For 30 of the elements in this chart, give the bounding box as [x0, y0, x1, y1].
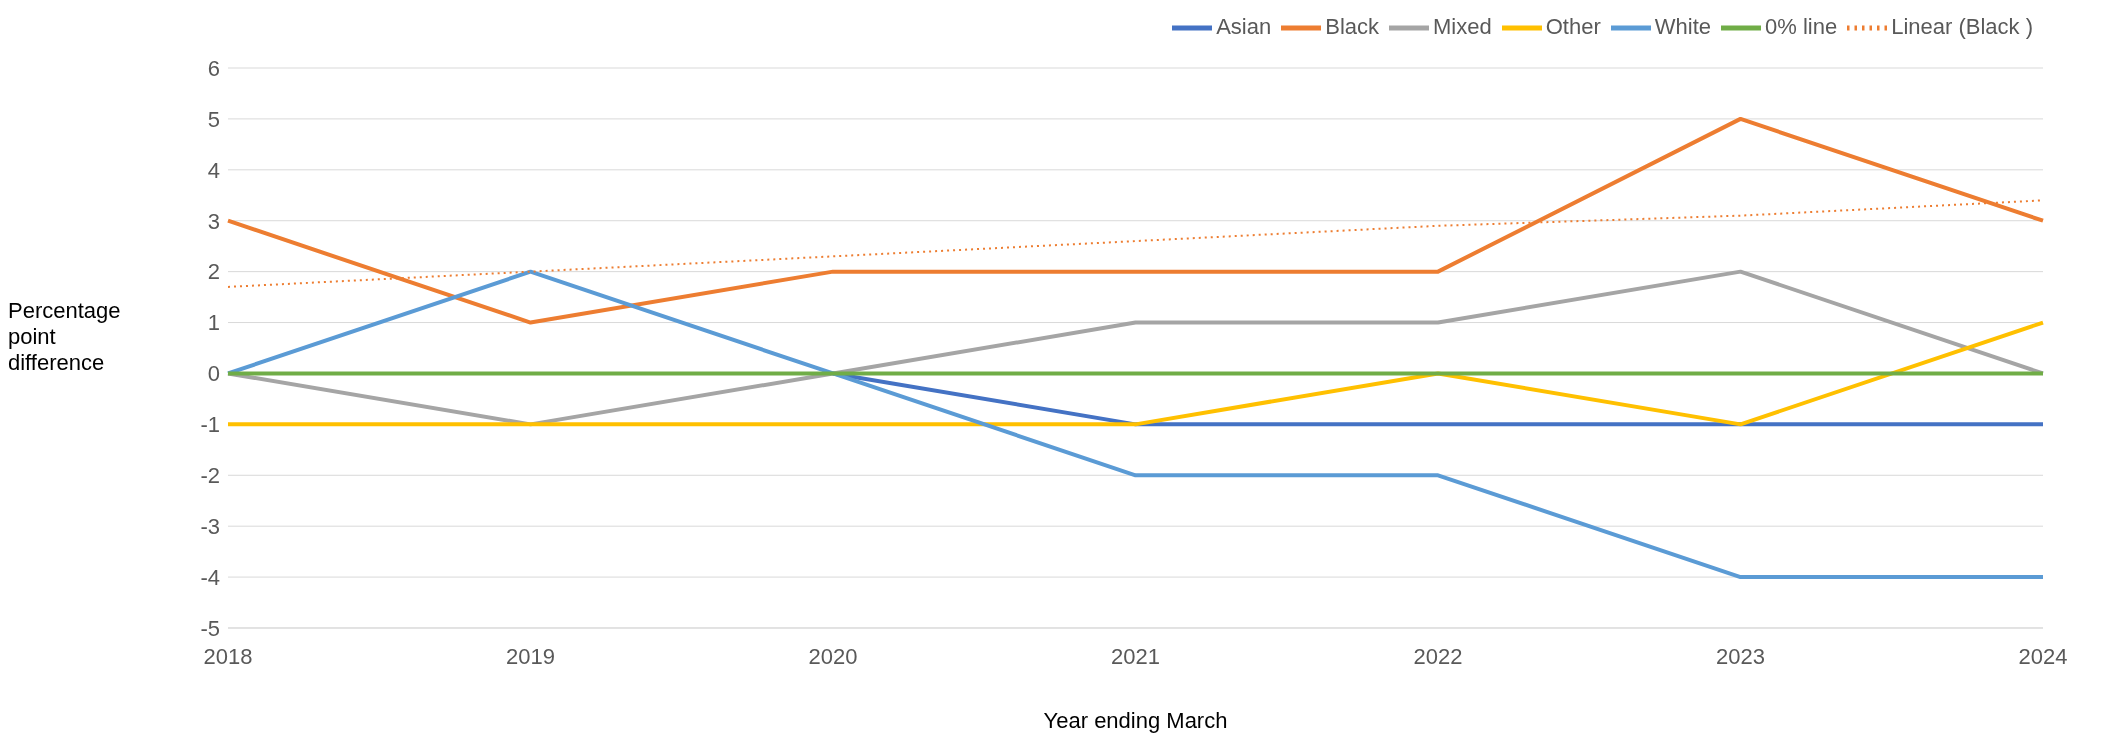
x-tick-label: 2018: [203, 643, 253, 669]
y-axis-title: Percentage point difference: [8, 298, 122, 376]
legend-label: Black: [1325, 13, 1380, 39]
y-tick-label: 0: [207, 361, 220, 387]
line-series: [226, 116, 2045, 325]
legend-label: Linear (Black ): [1891, 13, 2033, 39]
y-tick-label: -3: [200, 513, 220, 539]
y-tick-label: 5: [207, 106, 220, 132]
y-tick-label: 1: [207, 310, 220, 336]
y-tick-label: 6: [207, 55, 220, 81]
y-tick-label: -4: [200, 564, 220, 590]
x-tick-label: 2020: [808, 643, 858, 669]
x-tick-label: 2024: [2018, 643, 2068, 669]
x-tick-label: 2022: [1413, 643, 1463, 669]
legend-label: 0% line: [1765, 13, 1838, 39]
y-tick-label: -1: [200, 412, 220, 438]
legend-label: Asian: [1216, 13, 1272, 39]
legend-label: Mixed: [1433, 13, 1492, 39]
y-tick-label: 3: [207, 208, 220, 234]
legend-label: White: [1654, 13, 1711, 39]
x-tick-label: 2019: [506, 643, 555, 669]
line-series: [226, 269, 2045, 580]
x-axis-title: Year ending March: [1043, 708, 1228, 733]
x-tick-label: 2023: [1716, 643, 1765, 669]
y-tick-label: -2: [200, 463, 220, 489]
y-tick-label: 2: [207, 259, 220, 285]
x-tick-label: 2021: [1111, 643, 1160, 669]
y-tick-label: 4: [207, 157, 220, 183]
y-tick-label: -5: [200, 615, 220, 641]
legend-label: Other: [1545, 13, 1601, 39]
